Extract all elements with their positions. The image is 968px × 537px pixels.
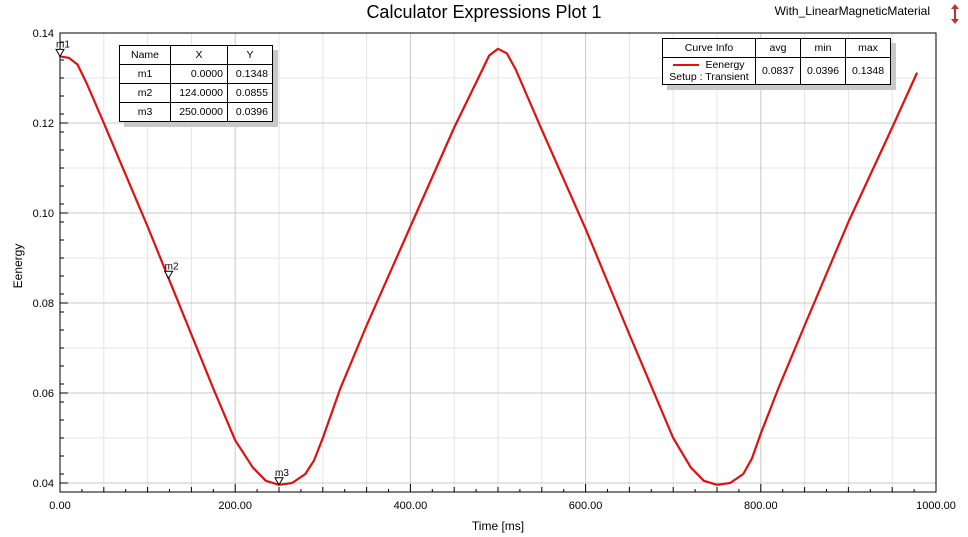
marker-m1-label: m1 bbox=[56, 39, 70, 50]
grid-layer bbox=[59, 32, 937, 492]
curve-info-legend[interactable]: Curve Info avg min max Eenergy Setup : T… bbox=[662, 38, 891, 85]
legend-swatch bbox=[673, 64, 700, 67]
curve-avg: 0.0837 bbox=[755, 57, 801, 85]
marker-col-name: Name bbox=[119, 45, 171, 65]
marker-name: m2 bbox=[119, 83, 171, 103]
x-tick-label: 400.00 bbox=[394, 500, 428, 512]
marker-name: m1 bbox=[119, 64, 171, 84]
x-axis-label: Time [ms] bbox=[472, 519, 524, 533]
y-tick-label: 0.06 bbox=[33, 388, 54, 400]
y-tick-label: 0.14 bbox=[33, 28, 54, 40]
marker-col-x: X bbox=[170, 45, 228, 65]
curve-info-col-name: Curve Info bbox=[662, 38, 756, 58]
curve-legend-entry[interactable]: Eenergy Setup : Transient bbox=[662, 57, 756, 85]
x-tick-labels: 0.00 200.00 400.00 600.00 800.00 1000.00 bbox=[49, 500, 956, 512]
tick-layer bbox=[59, 32, 937, 493]
marker-m1-triangle bbox=[55, 48, 65, 58]
marker-x: 250.0000 bbox=[170, 102, 228, 122]
curve-max: 0.1348 bbox=[845, 57, 891, 85]
table-row: Eenergy Setup : Transient 0.0837 0.0396 … bbox=[662, 57, 891, 85]
legend-curve-name: Eenergy bbox=[705, 59, 745, 71]
plot-title: Calculator Expressions Plot 1 bbox=[366, 2, 602, 22]
expand-arrows-icon[interactable] bbox=[948, 2, 962, 26]
marker-m2-triangle bbox=[163, 270, 174, 280]
y-tick-label: 0.12 bbox=[33, 118, 54, 130]
marker-y: 0.0855 bbox=[227, 83, 273, 103]
marker-y: 0.1348 bbox=[227, 64, 273, 84]
y-tick-labels: 0.04 0.06 0.08 0.10 0.12 0.14 bbox=[33, 28, 54, 490]
marker-table[interactable]: Name X Y m1 0.0000 0.1348 m2 124.0000 0.… bbox=[119, 45, 273, 122]
design-name-label: With_LinearMagneticMaterial bbox=[774, 4, 930, 18]
y-tick-label: 0.08 bbox=[33, 298, 54, 310]
x-tick-label: 1000.00 bbox=[916, 500, 956, 512]
x-tick-label: 200.00 bbox=[218, 500, 252, 512]
y-tick-label: 0.04 bbox=[33, 478, 54, 490]
marker-m3-triangle bbox=[274, 477, 284, 486]
y-axis-label: Eenergy bbox=[11, 244, 25, 289]
curve-info-col-avg: avg bbox=[755, 38, 801, 58]
x-tick-label: 800.00 bbox=[744, 500, 778, 512]
x-tick-label: 0.00 bbox=[49, 500, 70, 512]
table-row: m3 250.0000 0.0396 bbox=[119, 102, 273, 122]
curve-min: 0.0396 bbox=[800, 57, 846, 85]
curve-info-header: Curve Info avg min max bbox=[662, 38, 891, 58]
marker-name: m3 bbox=[119, 102, 171, 122]
marker-col-y: Y bbox=[227, 45, 273, 65]
marker-m2-label: m2 bbox=[165, 261, 179, 272]
marker-x: 124.0000 bbox=[170, 83, 228, 103]
marker-m3-label: m3 bbox=[275, 468, 289, 479]
table-row: m1 0.0000 0.1348 bbox=[119, 64, 273, 84]
legend-setup: Setup : Transient bbox=[669, 71, 749, 83]
curve-info-col-min: min bbox=[800, 38, 846, 58]
x-tick-label: 600.00 bbox=[569, 500, 603, 512]
marker-x: 0.0000 bbox=[170, 64, 228, 84]
curve-info-col-max: max bbox=[845, 38, 891, 58]
table-row: m2 124.0000 0.0855 bbox=[119, 83, 273, 103]
marker-y: 0.0396 bbox=[227, 102, 273, 122]
y-tick-label: 0.10 bbox=[33, 208, 54, 220]
marker-table-header: Name X Y bbox=[119, 45, 273, 65]
